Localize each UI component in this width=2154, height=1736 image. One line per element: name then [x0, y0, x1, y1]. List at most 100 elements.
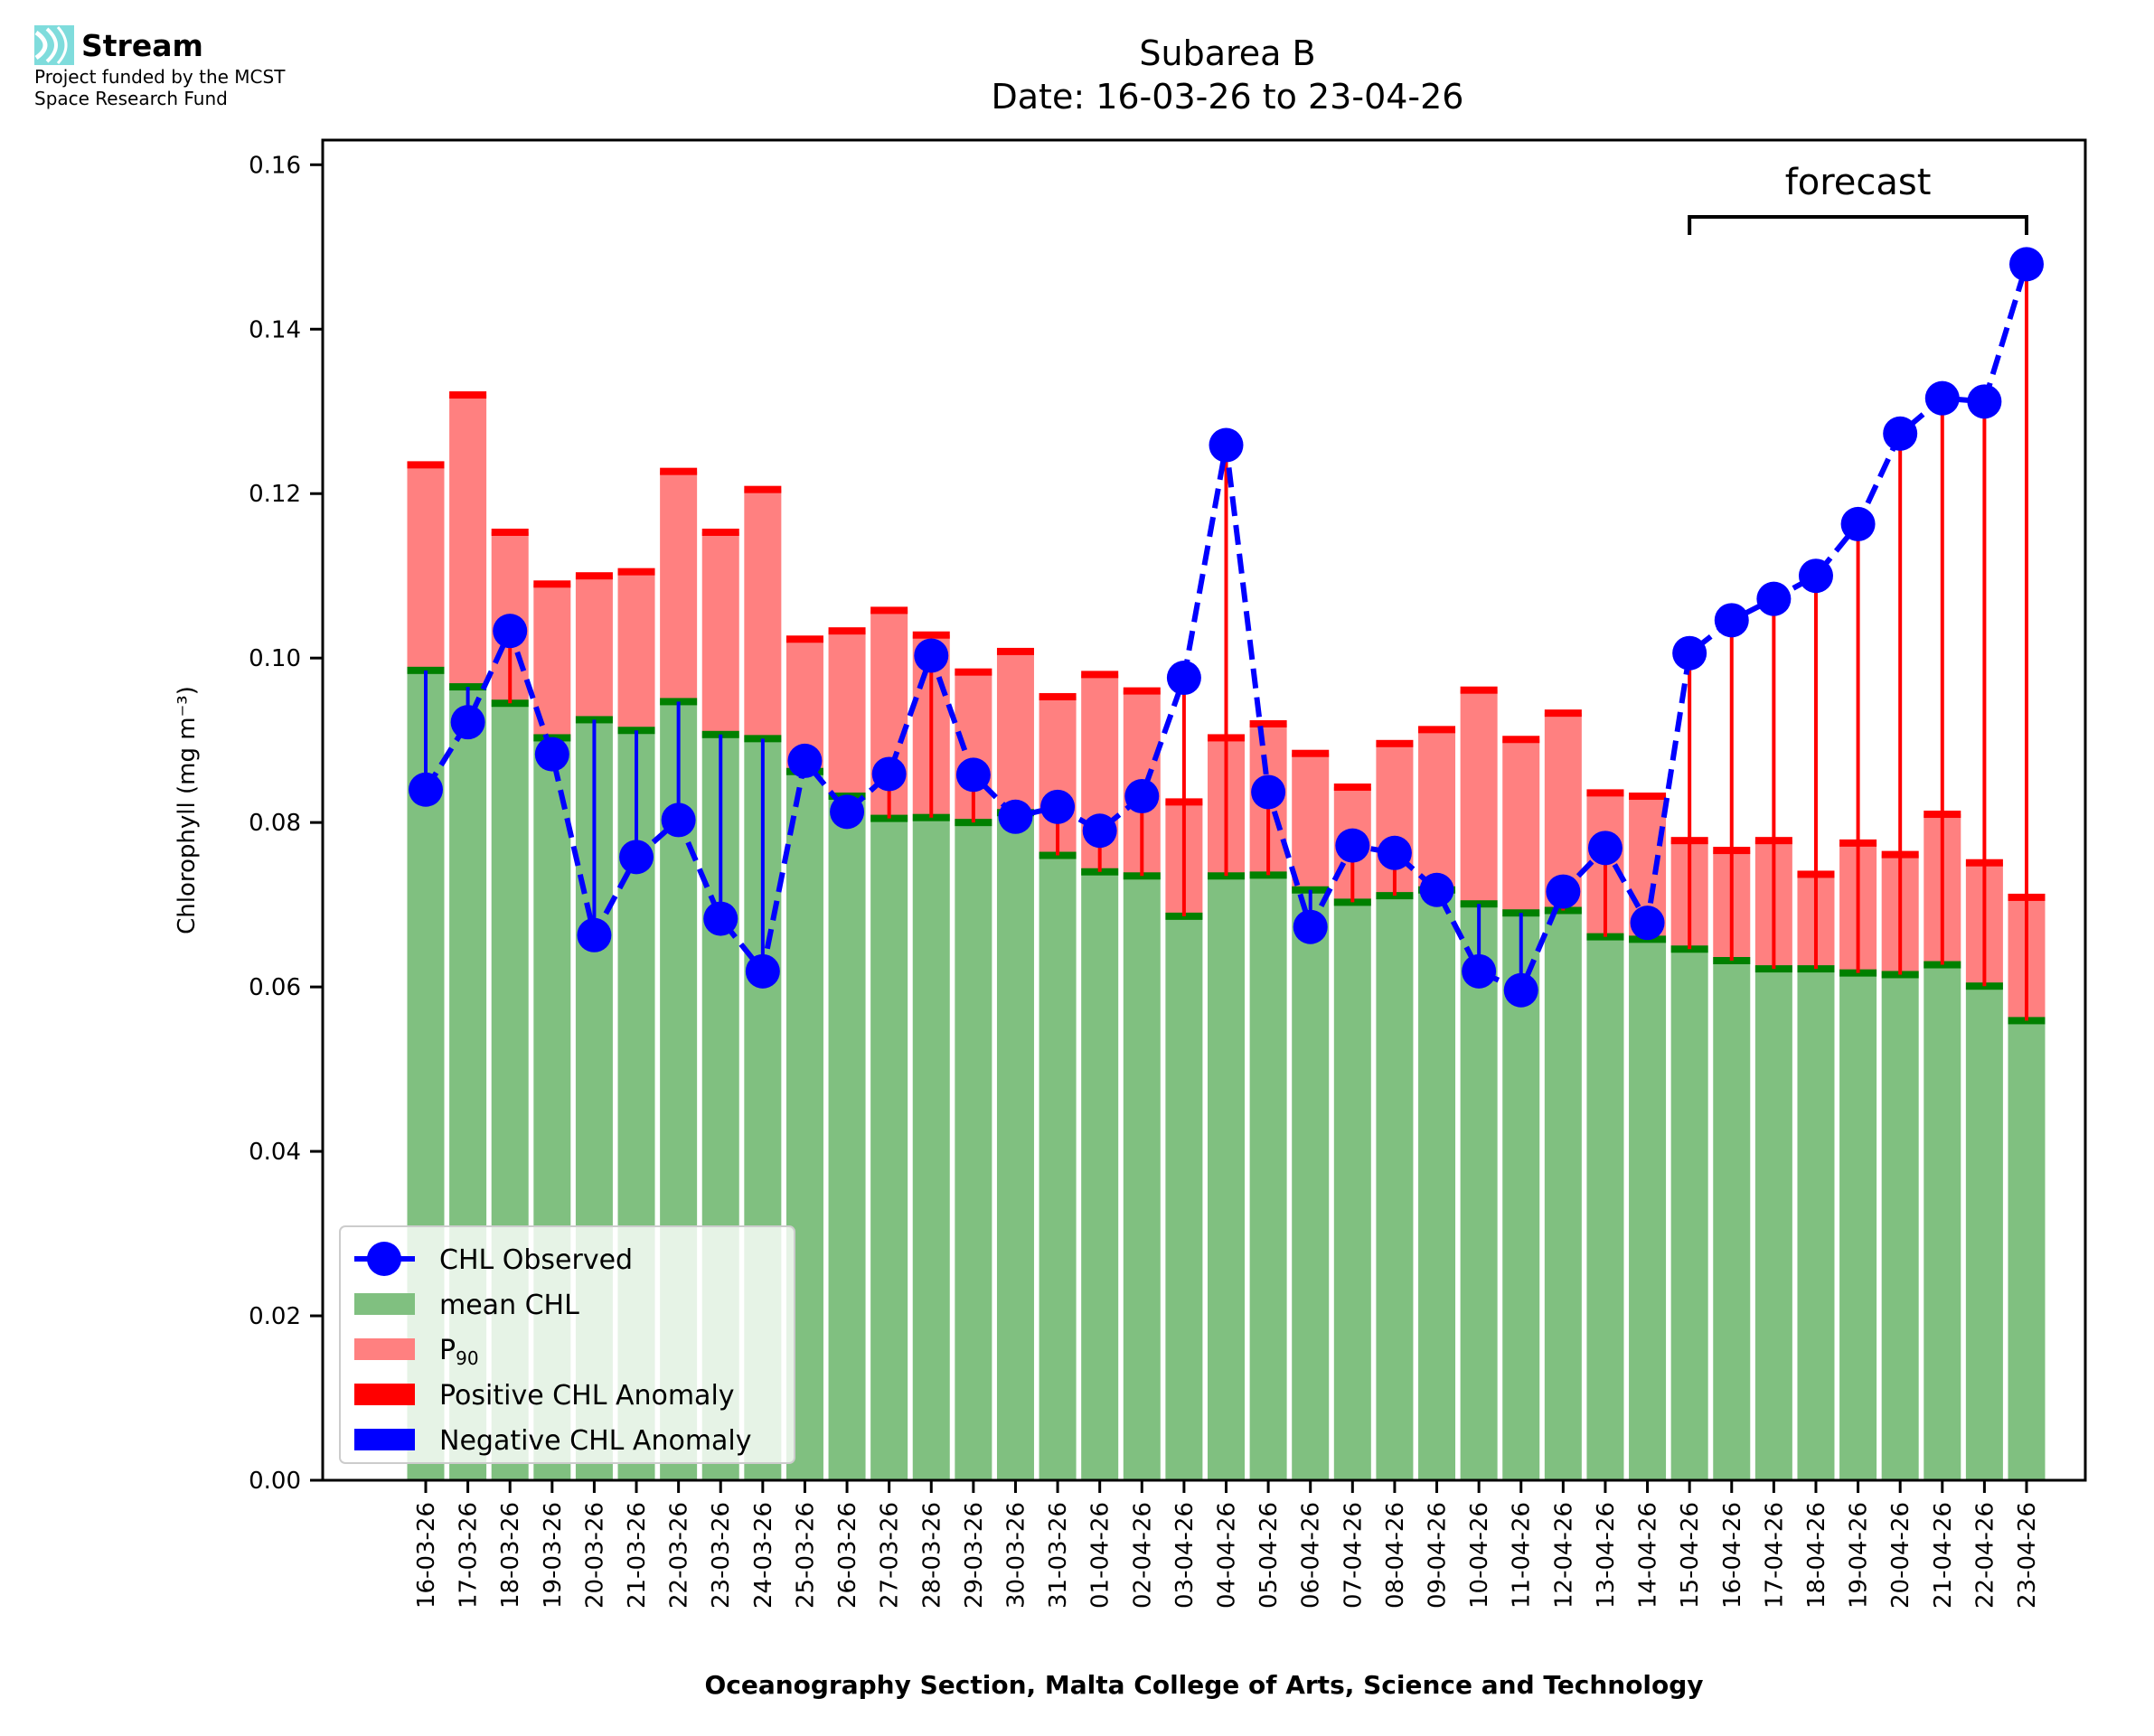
observed-point	[1462, 953, 1497, 989]
legend-label: Negative CHL Anomaly	[439, 1425, 752, 1457]
p90-bar	[828, 631, 866, 797]
x-tick-label: 05-04-26	[1256, 1502, 1283, 1609]
p90-marker	[449, 391, 487, 399]
x-axis-label: Oceanography Section, Malta College of A…	[704, 1670, 1703, 1700]
mean-chl-bar	[1207, 876, 1246, 1480]
observed-point	[871, 756, 907, 792]
legend-swatch-patch	[354, 1293, 415, 1315]
mean-chl-bar	[1713, 960, 1751, 1480]
observed-point	[1251, 774, 1286, 810]
p90-marker	[1418, 726, 1456, 734]
y-tick-label: 0.08	[249, 810, 301, 837]
x-tick-label: 30-03-26	[1002, 1502, 1030, 1609]
y-tick-label: 0.06	[249, 974, 301, 1001]
p90-marker	[533, 580, 571, 588]
legend-swatch-patch	[354, 1429, 415, 1450]
mean-chl-bar	[996, 812, 1034, 1480]
observed-point	[534, 737, 569, 772]
x-tick-label: 18-04-26	[1803, 1502, 1830, 1609]
p90-marker	[1292, 749, 1330, 757]
p90-bar	[617, 571, 655, 731]
p90-bar	[407, 464, 445, 671]
p90-bar	[1292, 753, 1330, 890]
mean-chl-bar	[912, 817, 950, 1480]
mean-chl-bar	[870, 818, 908, 1480]
y-tick-label: 0.14	[249, 316, 301, 343]
x-tick-label: 11-04-26	[1509, 1502, 1536, 1609]
x-tick-label: 13-04-26	[1593, 1502, 1620, 1609]
p90-marker	[1039, 692, 1077, 700]
x-tick-label: 19-04-26	[1846, 1502, 1873, 1609]
x-tick-label: 16-03-26	[413, 1502, 440, 1609]
legend-label-subscript: 90	[456, 1347, 478, 1369]
x-tick-label: 17-03-26	[456, 1502, 483, 1609]
observed-point	[1587, 830, 1623, 866]
x-tick-label: 14-04-26	[1635, 1502, 1662, 1609]
mean-chl-bar	[828, 796, 866, 1480]
observed-point	[1924, 380, 1960, 416]
observed-point	[1672, 635, 1707, 671]
p90-marker	[660, 467, 698, 475]
observed-point	[1883, 416, 1918, 451]
funding-line-1: Project funded by the MCST	[34, 66, 286, 88]
mean-chl-bar	[1754, 969, 1792, 1480]
mean-chl-bar	[1586, 936, 1624, 1480]
p90-marker	[828, 627, 866, 635]
legend-label: mean CHL	[439, 1290, 579, 1321]
mean-chl-bar	[1249, 875, 1287, 1480]
chart-title: Subarea B	[1139, 33, 1315, 73]
x-tick-label: 23-03-26	[708, 1502, 735, 1609]
x-tick-label: 23-04-26	[2014, 1502, 2041, 1609]
p90-marker	[701, 528, 739, 536]
p90-marker	[996, 647, 1034, 655]
observed-point	[1293, 909, 1328, 944]
x-tick-label: 09-04-26	[1425, 1502, 1452, 1609]
observed-point	[1166, 661, 1201, 696]
mean-chl-bar	[955, 822, 992, 1480]
p90-bar	[660, 471, 698, 702]
x-tick-label: 18-03-26	[497, 1502, 524, 1609]
observed-point	[1630, 906, 1665, 941]
observed-point	[1840, 506, 1876, 541]
p90-bar	[575, 576, 613, 720]
mean-chl-bar	[1039, 855, 1077, 1480]
x-tick-label: 16-04-26	[1719, 1502, 1746, 1609]
x-tick-label: 21-03-26	[624, 1502, 651, 1609]
x-tick-label: 03-04-26	[1171, 1502, 1199, 1609]
p90-marker	[491, 528, 529, 536]
legend-swatch-marker	[367, 1242, 401, 1276]
observed-point	[1335, 828, 1370, 863]
chart-subtitle: Date: 16-03-26 to 23-04-26	[992, 77, 1464, 117]
p90-marker	[575, 572, 613, 580]
x-tick-label: 12-04-26	[1550, 1502, 1577, 1609]
p90-marker	[1586, 789, 1624, 797]
observed-point	[745, 953, 780, 989]
legend-label: CHL Observed	[439, 1244, 633, 1276]
legend-box	[339, 1225, 795, 1464]
p90-marker	[1376, 739, 1414, 747]
p90-marker	[1460, 686, 1498, 694]
p90-bar	[449, 395, 487, 688]
p90-marker	[785, 635, 823, 643]
mean-chl-bar	[1502, 913, 1540, 1480]
mean-chl-bar	[1797, 969, 1835, 1480]
mean-chl-bar	[1629, 939, 1667, 1480]
p90-bar	[996, 651, 1034, 813]
mean-chl-bar	[1376, 896, 1414, 1480]
p90-bar	[1418, 729, 1456, 890]
observed-point	[1377, 835, 1412, 870]
p90-bar	[701, 531, 739, 735]
observed-point	[2009, 247, 2044, 282]
x-tick-label: 31-03-26	[1045, 1502, 1072, 1609]
x-tick-label: 08-04-26	[1382, 1502, 1409, 1609]
x-tick-label: 01-04-26	[1087, 1502, 1115, 1609]
mean-chl-bar	[1333, 902, 1371, 1480]
p90-marker	[1081, 671, 1119, 679]
observed-point	[409, 772, 443, 807]
observed-point	[914, 638, 949, 673]
observed-point	[661, 802, 696, 838]
p90-marker	[912, 631, 950, 639]
x-tick-label: 06-04-26	[1298, 1502, 1325, 1609]
mean-chl-bar	[1123, 876, 1161, 1480]
